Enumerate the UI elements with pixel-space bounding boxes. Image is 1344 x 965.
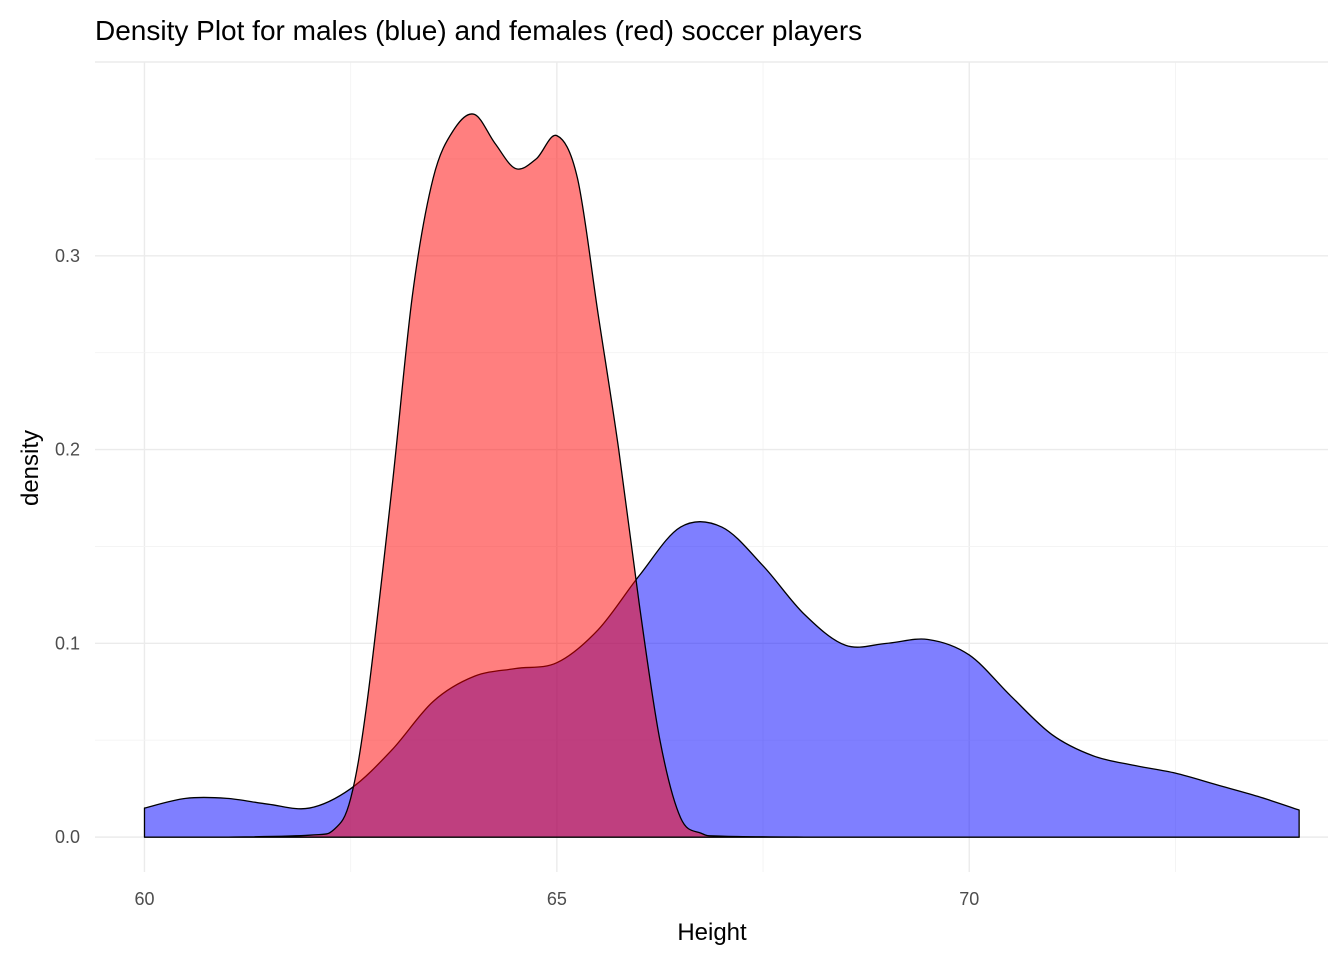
y-tick-label: 0.0 bbox=[55, 827, 80, 847]
y-tick-label: 0.1 bbox=[55, 633, 80, 653]
blue-density-area bbox=[144, 521, 1300, 838]
tick-labels: 60 65 70 0.0 0.1 0.2 0.3 bbox=[55, 246, 979, 909]
x-axis-title: Height bbox=[677, 919, 747, 946]
x-tick-label: 60 bbox=[134, 889, 154, 909]
density-series bbox=[143, 113, 1300, 838]
x-tick-label: 70 bbox=[959, 889, 979, 909]
y-tick-label: 0.2 bbox=[55, 440, 80, 460]
chart-title: Density Plot for males (blue) and female… bbox=[95, 15, 862, 46]
y-axis-title: density bbox=[17, 430, 44, 506]
red-density-outline bbox=[143, 113, 1300, 838]
blue-density-outline bbox=[143, 520, 1300, 838]
red-density-area bbox=[144, 113, 1300, 838]
y-tick-label: 0.3 bbox=[55, 246, 80, 266]
x-tick-label: 65 bbox=[547, 889, 567, 909]
